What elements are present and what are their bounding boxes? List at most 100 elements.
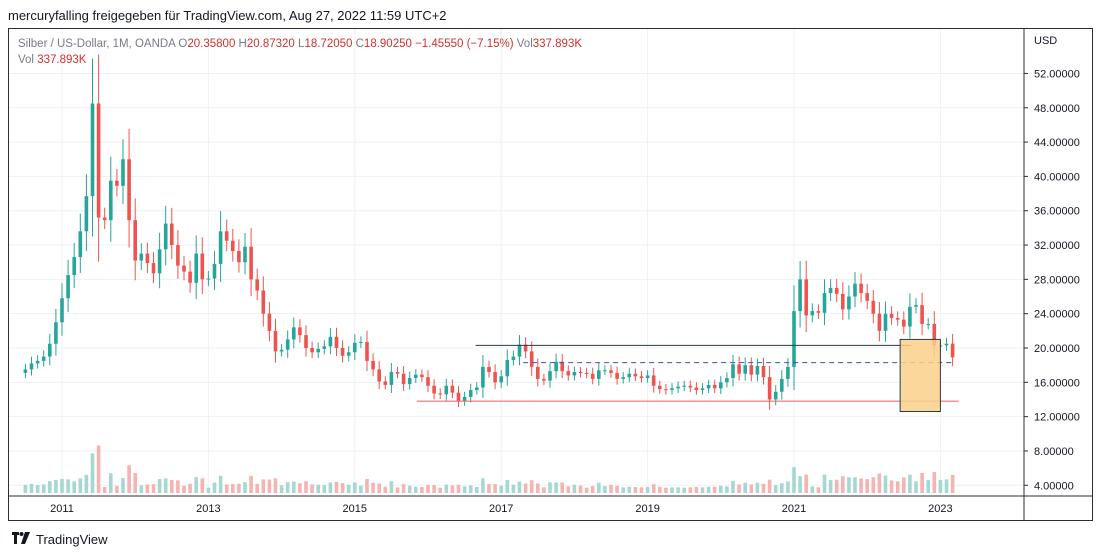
volume-indicator-value: 337.893K <box>37 54 87 66</box>
candle-body <box>780 378 784 392</box>
candle-body <box>389 372 394 385</box>
volume-bar <box>371 482 375 493</box>
volume-bar <box>658 486 662 493</box>
volume-bar <box>755 482 760 493</box>
candle-body <box>603 370 607 372</box>
volume-bar <box>737 484 741 493</box>
candle-body <box>121 159 125 186</box>
volume-bar <box>938 480 943 493</box>
candle-body <box>127 159 131 221</box>
candle-body <box>249 246 253 280</box>
candle-body <box>932 323 937 346</box>
open-label: O <box>178 38 188 50</box>
volume-bar <box>853 477 857 493</box>
volume-bar <box>841 476 845 493</box>
legend-ohlc-line: Silber / US-Dollar, 1M, OANDA O20.35800 … <box>18 36 582 52</box>
volume-bar <box>895 481 900 493</box>
candle-body <box>706 384 711 389</box>
symbol-name[interactable]: Silber / US-Dollar, 1M, OANDA <box>18 38 176 50</box>
time-tick-label: 2019 <box>635 503 659 515</box>
candle-body <box>731 364 735 379</box>
candle-body <box>950 343 955 358</box>
volume-bar <box>420 487 424 493</box>
candle-body <box>651 375 656 386</box>
volume-bar <box>84 474 89 493</box>
volume-bar <box>926 480 930 493</box>
volume-bar <box>41 484 46 493</box>
candle-body <box>84 196 89 232</box>
volume-bar <box>432 485 436 493</box>
candle-body <box>456 392 461 402</box>
volume-bar <box>786 481 790 493</box>
tradingview-logo-icon[interactable] <box>12 532 30 547</box>
candle-body <box>200 253 205 280</box>
close-label: C <box>355 38 364 50</box>
candle-body <box>584 372 589 374</box>
candle-body <box>365 341 369 361</box>
share-caption: mercuryfalling freigegeben für TradingVi… <box>8 8 447 23</box>
volume-bar <box>700 487 705 493</box>
candle-body <box>554 361 558 372</box>
candle-body <box>279 349 284 352</box>
volume-bar <box>847 477 851 493</box>
candle-body <box>163 223 168 250</box>
candle-body <box>828 287 833 294</box>
volume-bar <box>346 484 351 493</box>
volume-bar <box>304 481 308 493</box>
candle-body <box>66 275 70 299</box>
volume-bar <box>780 483 784 493</box>
volume-bar <box>877 473 882 493</box>
volume-bar <box>664 487 668 493</box>
candle-body <box>645 375 650 379</box>
volume-bar <box>682 487 686 493</box>
candle-body <box>834 287 839 294</box>
price-tick-label: 8.00000 <box>1034 446 1074 458</box>
volume-bar <box>548 482 552 493</box>
time-tick-label: 2023 <box>928 503 952 515</box>
chart-frame <box>8 28 1093 521</box>
candle-body <box>658 385 662 390</box>
volume-bar <box>584 487 589 493</box>
volume-bar <box>163 478 168 493</box>
volume-bar <box>603 486 607 493</box>
volume-bar <box>334 481 339 493</box>
candle-body <box>700 388 705 391</box>
volume-bar <box>353 482 357 493</box>
volume-bar <box>389 481 394 493</box>
candle-body <box>261 290 266 314</box>
candle-body <box>72 257 76 276</box>
volume-bar <box>200 478 205 493</box>
volume-bar <box>255 483 259 493</box>
candle-body <box>346 352 351 356</box>
volume-bar <box>493 484 497 493</box>
volume-bar <box>475 487 479 493</box>
volume-bar <box>109 473 113 493</box>
candle-body <box>493 372 497 383</box>
candle-body <box>54 322 58 344</box>
volume-bar <box>932 472 937 493</box>
volume-bar <box>133 472 137 493</box>
candle-body <box>444 385 449 395</box>
footer-brand[interactable]: TradingView <box>36 532 108 547</box>
candle-body <box>664 389 668 391</box>
candle-body <box>255 279 259 291</box>
volume-bar <box>383 486 388 493</box>
candle-body <box>292 327 296 340</box>
candle-body <box>517 344 522 357</box>
candle-body <box>273 330 278 352</box>
volume-bar <box>706 486 711 493</box>
candle-body <box>432 385 436 394</box>
volume-bar <box>285 482 290 493</box>
candle-body <box>487 366 491 373</box>
volume-bar <box>944 479 949 493</box>
volume-bar <box>468 485 473 493</box>
volume-indicator-label[interactable]: Vol <box>18 54 34 66</box>
high-label: H <box>238 38 247 50</box>
close-value: 18.90250 <box>363 38 412 50</box>
volume-bar <box>560 482 564 493</box>
volume-bar <box>505 479 510 493</box>
candle-body <box>578 372 583 374</box>
time-tick-label: 2013 <box>196 503 220 515</box>
high-value: 20.87320 <box>246 38 295 50</box>
